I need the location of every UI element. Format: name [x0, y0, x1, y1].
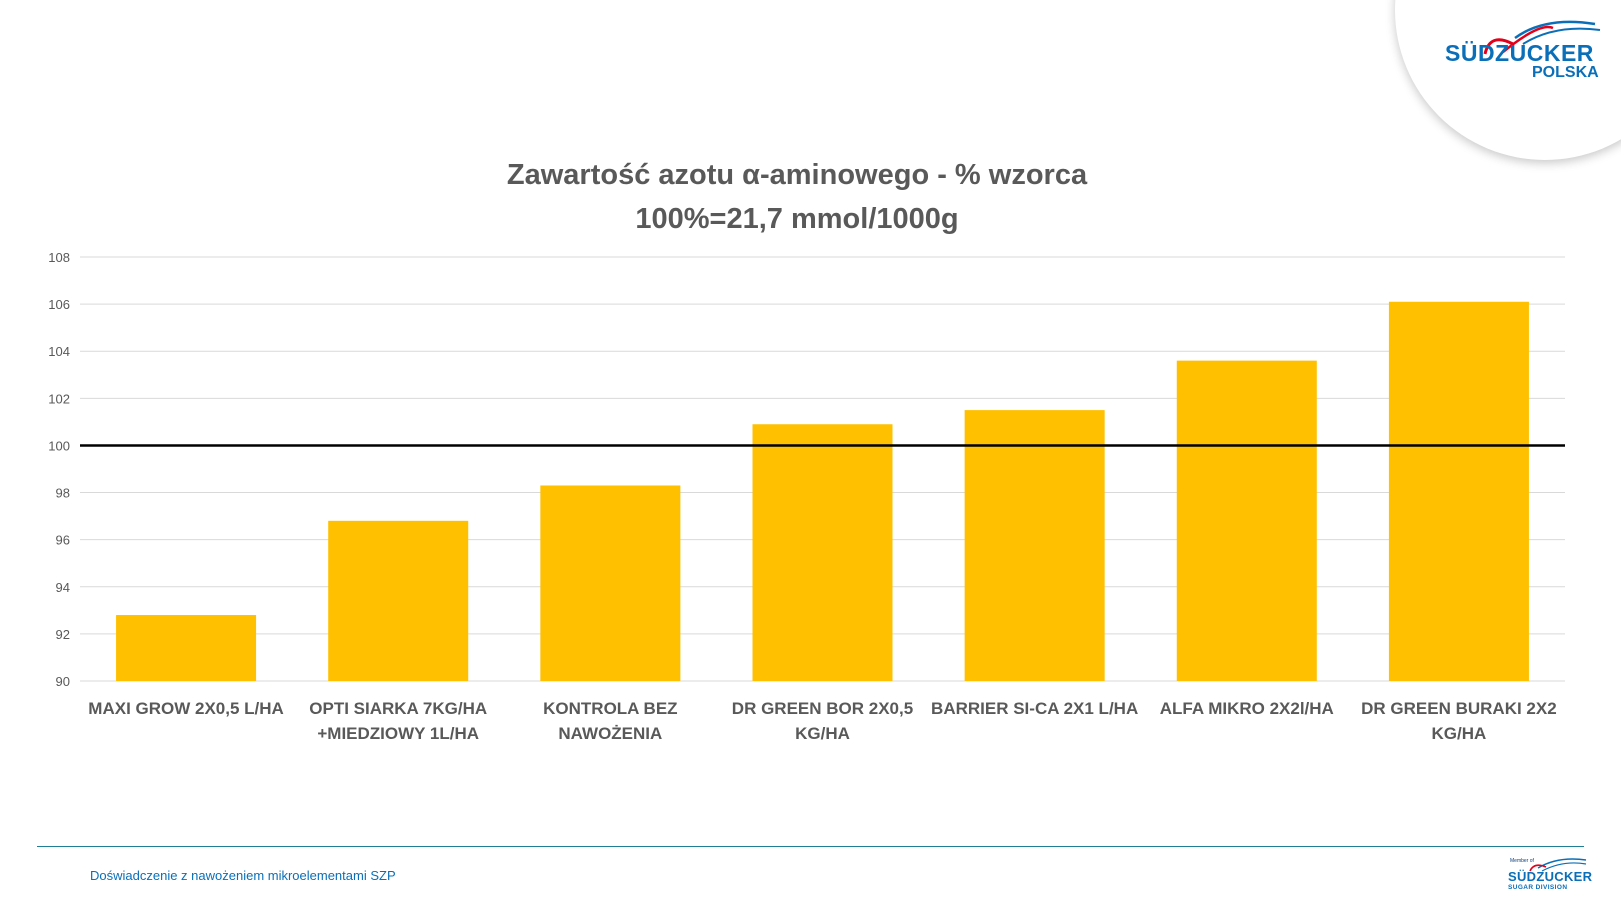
logo-sub-text: POLSKA	[1532, 64, 1599, 81]
logo-brand-text: SÜDZUCKER	[1445, 40, 1594, 66]
x-tick-label: NAWOŻENIA	[558, 724, 662, 743]
x-tick-label: MAXI GROW 2X0,5 L/HA	[88, 699, 284, 718]
bar	[1176, 360, 1317, 681]
x-tick-label: KONTROLA BEZ	[543, 699, 677, 718]
y-tick-label: 90	[56, 674, 70, 689]
y-tick-label: 94	[56, 580, 70, 595]
chart-title: Zawartość azotu α-aminowego - % wzorca	[507, 159, 1088, 191]
y-tick-label: 98	[56, 486, 70, 501]
y-axis-tick-labels: 90 92 94 96 98 100 102 104 106 108	[48, 250, 70, 689]
bar	[540, 485, 681, 681]
y-tick-label: 106	[48, 297, 70, 312]
bars	[116, 301, 1529, 681]
x-tick-label: KG/HA	[795, 724, 850, 743]
sudzucker-sugar-division-logo: Member of SÜDZUCKER SUGAR DIVISION	[1508, 856, 1592, 896]
bar	[116, 615, 257, 681]
footer-divider	[37, 846, 1584, 847]
chart-subtitle: 100%=21,7 mmol/1000g	[635, 203, 958, 235]
x-tick-label: DR GREEN BOR 2X0,5	[732, 699, 913, 718]
x-tick-label: ALFA MIKRO 2X2l/HA	[1160, 699, 1334, 718]
sudzucker-polska-logo: SÜDZUCKER POLSKA	[1445, 14, 1605, 84]
x-tick-label: KG/HA	[1432, 724, 1487, 743]
x-tick-label: OPTI SIARKA 7KG/HA	[309, 699, 487, 718]
bar	[964, 410, 1105, 681]
y-tick-label: 100	[48, 438, 70, 453]
logo-small-brand-text: SÜDZUCKER	[1508, 869, 1593, 884]
footer-caption: Doświadczenie z nawożeniem mikroelementa…	[90, 868, 396, 883]
x-tick-label: +MIEDZIOWY 1L/HA	[317, 724, 479, 743]
y-tick-label: 108	[48, 250, 70, 265]
bar	[328, 520, 469, 681]
bar	[1388, 301, 1529, 681]
x-tick-label: BARRIER SI-CA 2X1 L/HA	[931, 699, 1138, 718]
y-tick-label: 96	[56, 533, 70, 548]
logo-swoosh-icon	[1483, 20, 1601, 55]
y-tick-label: 92	[56, 627, 70, 642]
logo-member-text: Member of	[1510, 858, 1534, 864]
x-tick-label: DR GREEN BURAKI 2X2	[1361, 699, 1557, 718]
y-tick-label: 102	[48, 391, 70, 406]
logo-small-swoosh-icon	[1529, 858, 1587, 872]
y-tick-label: 104	[48, 344, 70, 359]
logo-division-text: SUGAR DIVISION	[1508, 884, 1568, 891]
x-axis-category-labels: MAXI GROW 2X0,5 L/HA OPTI SIARKA 7KG/HA +M…	[88, 699, 1556, 743]
bar	[752, 424, 893, 681]
